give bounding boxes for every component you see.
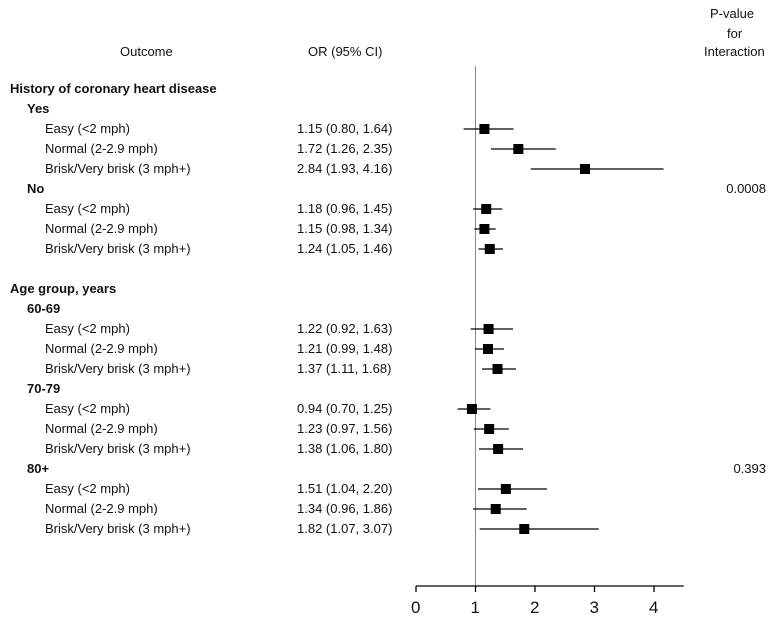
or-ci-value: 1.38 (1.06, 1.80) xyxy=(297,441,393,456)
or-ci-value: 2.84 (1.93, 4.16) xyxy=(297,161,393,176)
subgroup-label: 70-79 xyxy=(27,381,61,396)
or-marker xyxy=(490,504,501,514)
p-value: 0.0008 xyxy=(726,181,766,196)
x-tick-label: 0 xyxy=(411,598,421,617)
pvalue-header-line1: P-value xyxy=(710,6,755,21)
or-ci-value: 1.37 (1.11, 1.68) xyxy=(297,361,392,376)
or-ci-value: 1.15 (0.98, 1.34) xyxy=(297,221,393,236)
or-marker xyxy=(483,324,494,334)
or-ci-value: 1.82 (1.07, 3.07) xyxy=(297,521,393,536)
or-marker xyxy=(479,224,490,234)
or-marker xyxy=(493,444,504,454)
or-ci-value: 1.24 (1.05, 1.46) xyxy=(297,241,393,256)
or-ci-value: 1.72 (1.26, 2.35) xyxy=(297,141,393,156)
x-tick-label: 4 xyxy=(649,598,659,617)
pvalue-header-line3: Interaction xyxy=(704,44,765,59)
row-label: Normal (2-2.9 mph) xyxy=(45,501,158,516)
row-label: Easy (<2 mph) xyxy=(45,401,130,416)
or-marker xyxy=(513,144,524,154)
row-label: Easy (<2 mph) xyxy=(45,201,130,216)
row-label: Normal (2-2.9 mph) xyxy=(45,341,158,356)
x-tick-label: 2 xyxy=(530,598,540,617)
or-marker xyxy=(579,164,590,174)
p-value: 0.393 xyxy=(733,461,766,476)
x-tick-label: 3 xyxy=(589,598,599,617)
or-marker xyxy=(500,484,511,494)
or-ci-value: 0.94 (0.70, 1.25) xyxy=(297,401,393,416)
row-label: Brisk/Very brisk (3 mph+) xyxy=(45,441,191,456)
or-marker xyxy=(484,424,495,434)
x-tick-label: 1 xyxy=(470,598,480,617)
row-label: Brisk/Very brisk (3 mph+) xyxy=(45,161,191,176)
or-marker xyxy=(481,204,492,214)
or-ci-value: 1.22 (0.92, 1.63) xyxy=(297,321,393,336)
row-label: Normal (2-2.9 mph) xyxy=(45,221,158,236)
or-ci-header: OR (95% CI) xyxy=(308,44,383,59)
or-marker xyxy=(484,244,495,254)
or-ci-value: 1.34 (0.96, 1.86) xyxy=(297,501,393,516)
group-title: History of coronary heart disease xyxy=(10,81,217,96)
or-marker xyxy=(492,364,503,374)
or-ci-value: 1.51 (1.04, 2.20) xyxy=(297,481,393,496)
or-marker xyxy=(466,404,477,414)
or-ci-value: 1.21 (0.99, 1.48) xyxy=(297,341,393,356)
row-label: Brisk/Very brisk (3 mph+) xyxy=(45,361,191,376)
row-label: Normal (2-2.9 mph) xyxy=(45,141,158,156)
subgroup-label: 80+ xyxy=(27,461,50,476)
row-label: Normal (2-2.9 mph) xyxy=(45,421,158,436)
pvalue-header-line2: for xyxy=(727,26,743,41)
group-title: Age group, years xyxy=(10,281,117,296)
subgroup-label: No xyxy=(27,181,45,196)
row-label: Easy (<2 mph) xyxy=(45,121,130,136)
or-marker xyxy=(479,124,490,134)
row-label: Brisk/Very brisk (3 mph+) xyxy=(45,241,191,256)
or-marker xyxy=(519,524,530,534)
or-marker xyxy=(482,344,493,354)
row-label: Easy (<2 mph) xyxy=(45,321,130,336)
or-ci-value: 1.23 (0.97, 1.56) xyxy=(297,421,393,436)
or-ci-value: 1.18 (0.96, 1.45) xyxy=(297,201,393,216)
subgroup-label: Yes xyxy=(27,101,50,116)
row-label: Easy (<2 mph) xyxy=(45,481,130,496)
row-label: Brisk/Very brisk (3 mph+) xyxy=(45,521,191,536)
subgroup-label: 60-69 xyxy=(27,301,61,316)
outcome-header: Outcome xyxy=(120,44,173,59)
or-ci-value: 1.15 (0.80, 1.64) xyxy=(297,121,393,136)
